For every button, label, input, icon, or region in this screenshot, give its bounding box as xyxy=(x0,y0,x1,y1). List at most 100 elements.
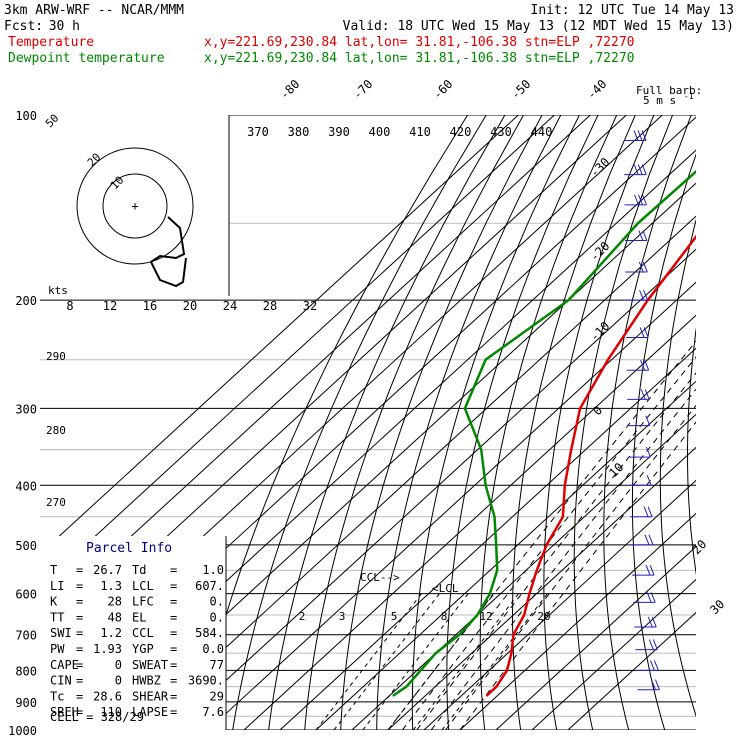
parcel-value: 28.6 xyxy=(93,689,122,703)
isotherm xyxy=(207,281,696,730)
isotherm xyxy=(531,578,696,730)
isotherm-label: -70 xyxy=(350,77,375,102)
isotherm xyxy=(40,115,591,621)
parcel-value: 0 xyxy=(115,674,122,688)
pressure-label: 900 xyxy=(15,696,37,710)
moist-adiabat xyxy=(416,372,696,730)
parcel-label: CAPE xyxy=(50,658,79,672)
parcel-value: 110 xyxy=(100,705,122,719)
parcel-label: LFC xyxy=(132,595,154,609)
isotherm xyxy=(351,413,696,730)
parcel-value: 29 xyxy=(210,689,224,703)
isotherm xyxy=(243,314,696,730)
parcel-equals: = xyxy=(76,563,83,577)
parcel-value: 0. xyxy=(210,610,224,624)
dry-adiabat xyxy=(714,115,740,730)
wind-barb xyxy=(625,289,649,301)
pressure-label: 700 xyxy=(15,629,37,643)
dry-adiabat xyxy=(340,115,543,730)
pressure-label: 200 xyxy=(15,294,37,308)
parcel-equals: = xyxy=(76,674,83,688)
profile-lines xyxy=(392,169,696,697)
wind-barb xyxy=(633,592,656,603)
isotherm xyxy=(495,545,696,730)
hodograph-speed-label: 32 xyxy=(303,299,317,313)
mixing-ratio-line xyxy=(315,593,422,730)
barb-legend-value: 5 m s xyxy=(643,94,676,107)
moist-adiabat xyxy=(459,421,696,730)
dry-adiabat xyxy=(631,153,696,730)
isotherm xyxy=(423,479,696,730)
legend-temperature: Temperature xyxy=(8,35,94,50)
parcel-label: LAPSE xyxy=(132,705,168,719)
parcel-equals: = xyxy=(76,705,83,719)
hodograph-speed-label: 8 xyxy=(66,299,73,313)
wind-barb xyxy=(628,446,651,458)
ccl-marker: CCL--> xyxy=(360,571,400,584)
parcel-value: 3690. xyxy=(188,674,224,688)
dry-adiabat xyxy=(268,115,506,730)
parcel-value: 1.3 xyxy=(100,579,122,593)
isotherm-label: -60 xyxy=(430,77,455,102)
forecast-hours: 30 h xyxy=(49,19,80,34)
dry-adiabat xyxy=(573,115,674,730)
mixing-ratio-label: 3 xyxy=(339,610,346,623)
parcel-equals: = xyxy=(170,674,177,688)
parcel-label: HWBZ xyxy=(132,674,161,688)
dry-adiabat xyxy=(543,115,655,730)
isotherm-label: -20 xyxy=(587,239,612,264)
hodograph-ring xyxy=(102,173,168,239)
dry-adiabat xyxy=(232,115,487,730)
mixing-ratio-label: 20 xyxy=(537,610,550,623)
parcel-value: 7.6 xyxy=(202,705,224,719)
parcel-label: YGP xyxy=(132,642,154,656)
wind-barb xyxy=(631,534,654,546)
theta-label: 430 xyxy=(490,125,512,139)
parcel-equals: = xyxy=(170,626,177,640)
mixing-ratio-label: 5 xyxy=(391,610,398,623)
dry-adiabat-label: 270 xyxy=(46,496,66,509)
parcel-equals: = xyxy=(170,563,177,577)
theta-label: 390 xyxy=(328,125,350,139)
wind-barb xyxy=(632,564,655,576)
wind-barb xyxy=(627,415,651,427)
wind-barb xyxy=(626,327,649,338)
parcel-value: 1.2 xyxy=(100,626,122,640)
theta-label: 420 xyxy=(450,125,472,139)
parcel-equals: = xyxy=(170,705,177,719)
isotherm-label: -50 xyxy=(508,77,533,102)
parcel-equals: = xyxy=(76,626,83,640)
parcel-equals: = xyxy=(170,595,177,609)
parcel-equals: = xyxy=(76,579,83,593)
wind-barb xyxy=(625,261,648,273)
mixing-ratio-line xyxy=(333,593,440,730)
hodograph-trace xyxy=(149,216,187,288)
parcel-label: SWI xyxy=(50,626,72,640)
dry-adiabat xyxy=(304,115,524,730)
parcel-equals: = xyxy=(170,579,177,593)
parcel-value: 26.7 xyxy=(93,563,122,577)
dry-adiabat xyxy=(686,326,696,576)
isotherm xyxy=(387,446,696,730)
parcel-label: Tc xyxy=(50,689,64,703)
wind-barb xyxy=(637,679,660,691)
wind-barb xyxy=(636,660,659,671)
barb-legend-title: Full barb: xyxy=(636,84,702,97)
wind-barb xyxy=(635,639,658,651)
wind-barb xyxy=(630,506,653,518)
isotherm xyxy=(40,115,555,588)
wind-barb xyxy=(627,389,650,400)
parcel-label: EL xyxy=(132,610,146,624)
parcel-equals: = xyxy=(170,658,177,672)
pressure-label: 600 xyxy=(15,588,37,602)
parcel-value: 584. xyxy=(195,626,224,640)
moist-adiabat xyxy=(445,404,696,730)
wind-barbs xyxy=(623,130,660,691)
parcel-label: CIN xyxy=(50,674,72,688)
parcel-value: 1.0 xyxy=(202,563,224,577)
theta-label: 440 xyxy=(531,125,553,139)
parcel-equals: = xyxy=(170,642,177,656)
parcel-value: 0.0 xyxy=(202,642,224,656)
